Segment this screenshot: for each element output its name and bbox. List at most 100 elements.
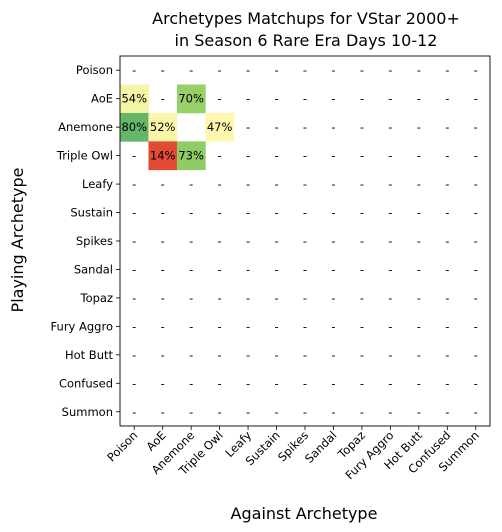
heatmap-cells <box>120 84 235 171</box>
cell-value-anemone-vs-triple-owl: 47% <box>207 120 233 134</box>
cell-value-poison-vs-aoe: - <box>161 63 165 77</box>
cell-value-anemone-vs-fury-aggro: - <box>388 120 392 134</box>
y-tick-label-triple-owl: Triple Owl <box>56 149 113 163</box>
cell-value-topaz-vs-aoe: - <box>161 291 165 305</box>
cell-value-anemone-vs-hot-butt: - <box>417 120 421 134</box>
cell-value-topaz-vs-poison: - <box>132 291 136 305</box>
cell-value-topaz-vs-sandal: - <box>331 291 335 305</box>
cell-value-aoe-vs-hot-butt: - <box>417 92 421 106</box>
heatmap-cell-triple-owl-vs-aoe <box>148 141 178 171</box>
cell-value-leafy-vs-sandal: - <box>331 177 335 191</box>
cell-value-sandal-vs-confused: - <box>445 262 449 276</box>
cell-value-spikes-vs-anemone: - <box>189 234 193 248</box>
cell-value-triple-owl-vs-summon: - <box>474 149 478 163</box>
y-tick-label-confused: Confused <box>59 376 113 390</box>
cell-value-aoe-vs-aoe: - <box>161 92 165 106</box>
y-axis-ticks: Poison AoE Anemone Triple Owl Leafy Sustain Sp… <box>51 63 120 419</box>
cell-value-confused-vs-sandal: - <box>331 376 335 390</box>
cell-value-sustain-vs-topaz: - <box>360 206 364 220</box>
cell-value-poison-vs-hot-butt: - <box>417 63 421 77</box>
heatmap-cell-labels: - - - - - - - - - - - - - 54% - 70% - - - - - - - - - - 80% 52% 47% -… <box>121 63 477 419</box>
cell-value-sustain-vs-triple-owl: - <box>218 206 222 220</box>
cell-value-hot-butt-vs-hot-butt: - <box>417 348 421 362</box>
cell-value-anemone-vs-leafy: - <box>246 120 250 134</box>
cell-value-sandal-vs-spikes: - <box>303 262 307 276</box>
cell-value-poison-vs-spikes: - <box>303 63 307 77</box>
heatmap-cell-anemone-vs-poison <box>120 112 149 142</box>
cell-value-poison-vs-summon: - <box>474 63 478 77</box>
cell-value-sustain-vs-sandal: - <box>331 206 335 220</box>
cell-value-triple-owl-vs-triple-owl: - <box>218 149 222 163</box>
cell-value-sustain-vs-aoe: - <box>161 206 165 220</box>
x-axis-label: Against Archetype <box>231 504 378 523</box>
cell-value-summon-vs-topaz: - <box>360 405 364 419</box>
cell-value-sustain-vs-hot-butt: - <box>417 206 421 220</box>
cell-value-anemone-vs-topaz: - <box>360 120 364 134</box>
cell-value-confused-vs-poison: - <box>132 376 136 390</box>
cell-value-poison-vs-anemone: - <box>189 63 193 77</box>
cell-value-spikes-vs-sustain: - <box>274 234 278 248</box>
cell-value-triple-owl-vs-topaz: - <box>360 149 364 163</box>
cell-value-triple-owl-vs-confused: - <box>445 149 449 163</box>
cell-value-topaz-vs-fury-aggro: - <box>388 291 392 305</box>
cell-value-topaz-vs-summon: - <box>474 291 478 305</box>
cell-value-leafy-vs-poison: - <box>132 177 136 191</box>
cell-value-sandal-vs-anemone: - <box>189 262 193 276</box>
cell-value-leafy-vs-spikes: - <box>303 177 307 191</box>
cell-value-leafy-vs-triple-owl: - <box>218 177 222 191</box>
cell-value-spikes-vs-topaz: - <box>360 234 364 248</box>
cell-value-triple-owl-vs-hot-butt: - <box>417 149 421 163</box>
cell-value-spikes-vs-aoe: - <box>161 234 165 248</box>
cell-value-hot-butt-vs-confused: - <box>445 348 449 362</box>
cell-value-hot-butt-vs-leafy: - <box>246 348 250 362</box>
heatmap-cell-aoe-vs-anemone <box>176 84 206 114</box>
cell-value-poison-vs-triple-owl: - <box>218 63 222 77</box>
cell-value-poison-vs-sustain: - <box>274 63 278 77</box>
cell-value-fury-aggro-vs-spikes: - <box>303 319 307 333</box>
cell-value-anemone-vs-spikes: - <box>303 120 307 134</box>
cell-value-triple-owl-vs-poison: - <box>132 149 136 163</box>
cell-value-leafy-vs-confused: - <box>445 177 449 191</box>
cell-value-sandal-vs-sustain: - <box>274 262 278 276</box>
cell-value-summon-vs-poison: - <box>132 405 136 419</box>
cell-value-anemone-vs-confused: - <box>445 120 449 134</box>
cell-value-aoe-vs-fury-aggro: - <box>388 92 392 106</box>
cell-value-sandal-vs-poison: - <box>132 262 136 276</box>
chart-title-line-2: in Season 6 Rare Era Days 10-12 <box>175 31 438 50</box>
cell-value-poison-vs-sandal: - <box>331 63 335 77</box>
cell-value-summon-vs-sandal: - <box>331 405 335 419</box>
cell-value-summon-vs-fury-aggro: - <box>388 405 392 419</box>
chart-title-line-1: Archetypes Matchups for VStar 2000+ <box>152 9 460 28</box>
y-tick-label-summon: Summon <box>62 405 113 419</box>
cell-value-hot-butt-vs-triple-owl: - <box>218 348 222 362</box>
cell-value-aoe-vs-leafy: - <box>246 92 250 106</box>
cell-value-topaz-vs-sustain: - <box>274 291 278 305</box>
cell-value-confused-vs-anemone: - <box>189 376 193 390</box>
cell-value-topaz-vs-confused: - <box>445 291 449 305</box>
cell-value-summon-vs-anemone: - <box>189 405 193 419</box>
cell-value-anemone-vs-poison: 80% <box>121 120 147 134</box>
y-tick-label-sandal: Sandal <box>74 262 113 276</box>
cell-value-anemone-vs-aoe: 52% <box>150 120 176 134</box>
cell-value-fury-aggro-vs-sandal: - <box>331 319 335 333</box>
cell-value-spikes-vs-spikes: - <box>303 234 307 248</box>
cell-value-confused-vs-topaz: - <box>360 376 364 390</box>
cell-value-spikes-vs-triple-owl: - <box>218 234 222 248</box>
cell-value-fury-aggro-vs-anemone: - <box>189 319 193 333</box>
cell-value-leafy-vs-leafy: - <box>246 177 250 191</box>
cell-value-summon-vs-leafy: - <box>246 405 250 419</box>
cell-value-spikes-vs-hot-butt: - <box>417 234 421 248</box>
cell-value-confused-vs-confused: - <box>445 376 449 390</box>
cell-value-sandal-vs-aoe: - <box>161 262 165 276</box>
y-tick-label-sustain: Sustain <box>70 206 113 220</box>
cell-value-confused-vs-leafy: - <box>246 376 250 390</box>
cell-value-hot-butt-vs-anemone: - <box>189 348 193 362</box>
cell-value-leafy-vs-sustain: - <box>274 177 278 191</box>
cell-value-summon-vs-triple-owl: - <box>218 405 222 419</box>
cell-value-spikes-vs-summon: - <box>474 234 478 248</box>
cell-value-sustain-vs-confused: - <box>445 206 449 220</box>
cell-value-confused-vs-triple-owl: - <box>218 376 222 390</box>
cell-value-poison-vs-topaz: - <box>360 63 364 77</box>
cell-value-fury-aggro-vs-sustain: - <box>274 319 278 333</box>
